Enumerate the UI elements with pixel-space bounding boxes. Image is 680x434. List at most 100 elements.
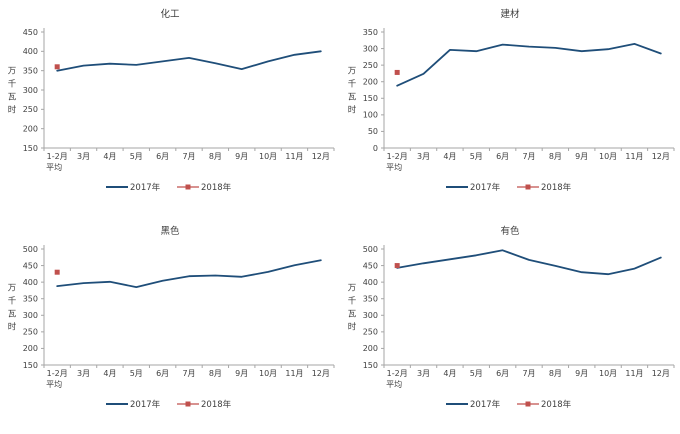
chart-title: 化工	[160, 8, 180, 20]
y-axis-title-char: 瓦	[348, 93, 357, 103]
x-tick-label: 11月	[625, 152, 643, 161]
y-axis-title-char: 时	[348, 322, 357, 333]
y-axis-title-char: 瓦	[8, 310, 17, 320]
y-tick-label: 0	[373, 144, 378, 153]
x-tick-label: 平均	[386, 379, 402, 389]
x-tick-label: 4月	[443, 369, 456, 378]
chart-nonferrous: 有色 150 200 250 300 350 400 450 500 万千瓦时 1-2月 平均 3月 4月…	[340, 217, 680, 434]
x-tick-label: 5月	[130, 369, 143, 378]
y-axis-title-char: 时	[8, 322, 17, 333]
y-tick-label: 200	[363, 78, 378, 87]
y-tick-label: 150	[363, 361, 378, 370]
series-2018-marker	[54, 269, 60, 275]
y-tick-label: 450	[23, 261, 38, 270]
y-axis-title-char: 千	[8, 296, 17, 307]
y-tick-label: 300	[23, 311, 38, 320]
x-tick-label: 12月	[312, 152, 330, 161]
chart-ferrous: 黑色 150 200 250 300 350 400 450 500 万千瓦时 1-2月 平均 3月 4月…	[0, 217, 340, 434]
x-tick-label: 6月	[496, 369, 509, 378]
legend-2017-label: 2017年	[470, 399, 501, 410]
y-axis-title-char: 时	[348, 105, 357, 116]
x-tick-label: 8月	[209, 369, 222, 378]
y-axis-title-char: 万	[348, 67, 357, 77]
y-tick-label: 300	[23, 86, 38, 95]
y-axis-title-char: 千	[348, 79, 357, 90]
x-tick-label: 12月	[652, 152, 670, 161]
series-2017-line	[396, 43, 662, 87]
series-2018-marker	[394, 263, 400, 269]
y-tick-label: 250	[23, 328, 38, 337]
y-tick-label: 450	[23, 28, 38, 37]
y-tick-label: 400	[363, 278, 378, 287]
series-2018-marker	[394, 69, 400, 75]
x-tick-label: 6月	[496, 152, 509, 161]
x-tick-label: 11月	[285, 152, 303, 161]
legend-2018-label: 2018年	[201, 182, 232, 193]
y-tick-label: 200	[23, 124, 38, 133]
y-tick-label: 350	[23, 295, 38, 304]
chart-chemical: 化工 150 200 250 300 350 400 450 万千瓦时 1-2月 平均 3月 4月 5月 6…	[0, 0, 340, 217]
series-2017-line	[396, 249, 662, 276]
y-tick-label: 250	[23, 105, 38, 114]
x-tick-label: 5月	[470, 369, 483, 378]
x-tick-label: 4月	[103, 369, 116, 378]
x-tick-label: 7月	[182, 152, 195, 161]
series-2017-line	[56, 259, 322, 288]
x-tick-label: 1-2月	[387, 152, 408, 161]
y-tick-label: 400	[23, 278, 38, 287]
chart-title: 建材	[500, 8, 520, 20]
x-tick-label: 12月	[312, 369, 330, 378]
y-tick-label: 350	[23, 66, 38, 75]
y-tick-label: 400	[23, 47, 38, 56]
x-tick-label: 12月	[652, 369, 670, 378]
chart-building-materials: 建材 0 50 100 150 200 250 300 350 万千瓦时 1-2月 平均 3月 4月 5月 6…	[340, 0, 680, 217]
y-tick-label: 350	[363, 295, 378, 304]
y-tick-label: 100	[363, 111, 378, 120]
y-tick-label: 150	[23, 361, 38, 370]
x-tick-label: 3月	[77, 152, 90, 161]
y-axis-title-char: 千	[8, 79, 17, 90]
x-tick-label: 10月	[599, 369, 617, 378]
x-tick-label: 4月	[103, 152, 116, 161]
x-tick-label: 1-2月	[47, 152, 68, 161]
x-tick-label: 4月	[443, 152, 456, 161]
y-tick-label: 300	[363, 44, 378, 53]
chart-title: 有色	[500, 225, 520, 237]
y-tick-label: 250	[363, 328, 378, 337]
y-axis-title-char: 千	[348, 296, 357, 307]
x-tick-label: 3月	[417, 152, 430, 161]
x-tick-label: 3月	[77, 369, 90, 378]
x-tick-label: 6月	[156, 152, 169, 161]
x-tick-label: 5月	[470, 152, 483, 161]
x-tick-label: 8月	[549, 152, 562, 161]
legend-2018-label: 2018年	[541, 182, 572, 193]
y-tick-label: 50	[368, 127, 378, 136]
y-tick-label: 200	[363, 344, 378, 353]
x-tick-label: 6月	[156, 369, 169, 378]
x-tick-label: 1-2月	[47, 369, 68, 378]
series-2018-marker	[54, 64, 60, 70]
x-tick-label: 7月	[182, 369, 195, 378]
x-tick-label: 5月	[130, 152, 143, 161]
chart-title: 黑色	[160, 225, 180, 237]
x-tick-label: 10月	[599, 152, 617, 161]
y-axis-title-char: 瓦	[348, 310, 357, 320]
x-tick-label: 平均	[46, 379, 62, 389]
x-tick-label: 10月	[259, 369, 277, 378]
y-axis-title-char: 时	[8, 105, 17, 116]
x-tick-label: 9月	[235, 369, 248, 378]
x-tick-label: 平均	[386, 162, 402, 172]
x-tick-label: 8月	[549, 369, 562, 378]
x-tick-label: 11月	[625, 369, 643, 378]
x-tick-label: 平均	[46, 162, 62, 172]
y-axis-title-char: 万	[348, 284, 357, 294]
legend-2017-label: 2017年	[130, 182, 161, 193]
y-tick-label: 500	[363, 245, 378, 254]
x-tick-label: 9月	[575, 152, 588, 161]
legend-2018-marker	[185, 401, 191, 407]
x-tick-label: 8月	[209, 152, 222, 161]
x-tick-label: 1-2月	[387, 369, 408, 378]
y-axis-title-char: 万	[8, 284, 17, 294]
